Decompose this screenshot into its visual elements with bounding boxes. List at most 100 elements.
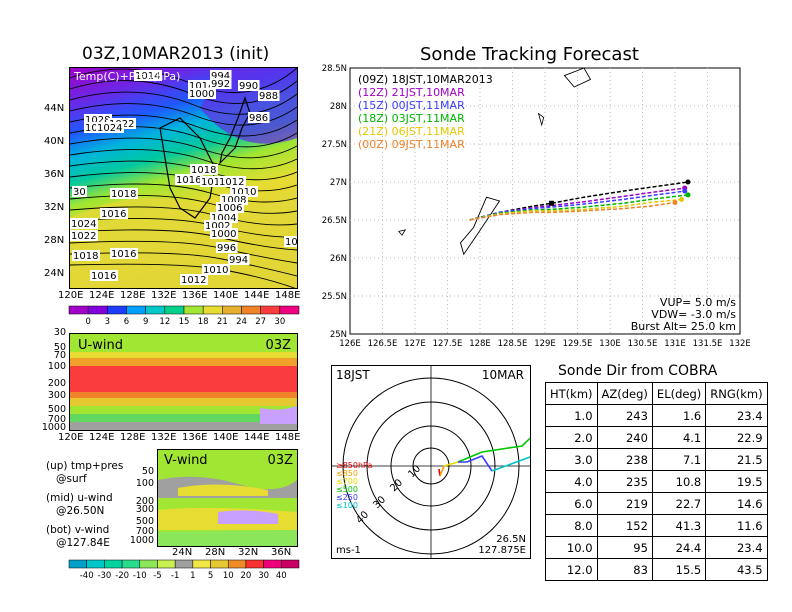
track-series-line — [469, 194, 689, 221]
table-cell: 152 — [596, 514, 653, 537]
table-cell: 3.0 — [545, 448, 598, 471]
radar-unit: ms-1 — [336, 545, 361, 556]
legend-text: 03JST,11MAR — [391, 112, 465, 125]
uwind-y-tick: 50 — [53, 342, 66, 353]
isobar-label: 986 — [249, 113, 268, 124]
table-row: 1.0 243 1.6 23.4 — [545, 404, 768, 427]
vwind-y-tick: 100 — [135, 478, 154, 489]
table-cell: 10.8 — [651, 470, 707, 493]
track-x-tick: 129E — [534, 339, 556, 349]
colorbar-tick: 30 — [258, 571, 269, 580]
small-island — [398, 229, 407, 236]
table-cell: 23.4 — [705, 536, 768, 559]
isobar-label: 996 — [217, 243, 236, 254]
colorbar-tick: 20 — [241, 571, 252, 580]
colorbar-tick: 6 — [124, 317, 129, 326]
track-params: VUP= 5.0 m/s VDW= -3.0 m/s Burst Alt= 25… — [631, 297, 736, 333]
launch-marker — [549, 200, 554, 206]
isobar-label: 1018 — [191, 165, 216, 176]
colorbar-tick: -1 — [171, 571, 179, 580]
isobar-label: 1004 — [211, 213, 236, 224]
table-cell: 23.4 — [705, 404, 768, 427]
track-y-tick: 27N — [330, 178, 347, 188]
table-cell: 2.0 — [545, 426, 598, 449]
uwind-y-tick: 700 — [47, 414, 66, 425]
table-header-row: HT(km) AZ(deg) EL(deg) RNG(km) — [545, 382, 768, 405]
surface-map-svg: 1014101410009949929909889861028102610221… — [70, 68, 297, 288]
map-x-tick: 120E — [58, 290, 84, 301]
track-legend-item: (09Z) 18JST,10MAR2013 — [358, 73, 493, 86]
isobar-label: 1014 — [189, 81, 214, 92]
track-y-tick: 28.5N — [322, 64, 347, 74]
track-y-tick: 26N — [330, 254, 347, 264]
vwind-panel: V-wind 03Z — [157, 449, 298, 547]
track-legend-item: (18Z) 03JST,11MAR — [358, 112, 493, 125]
legend-text: 18JST,10MAR2013 — [391, 73, 493, 86]
isobar-label: 994 — [229, 255, 248, 266]
colorbar-tick: 40 — [276, 571, 287, 580]
isobar-label: 1010 — [231, 187, 256, 198]
table-cell: 95 — [596, 536, 653, 559]
vwind-y-tick: 1000 — [129, 535, 154, 546]
isobar-label: 1006 — [217, 203, 242, 214]
legend-text: 21JST,10MAR — [391, 86, 465, 99]
isobar-label: 992 — [211, 79, 230, 90]
note-mid-a: (mid) u-wind — [46, 492, 113, 504]
legend-code: (21Z) — [358, 125, 392, 138]
legend-code: (09Z) — [358, 73, 392, 86]
hpa-legend-item: ≤700 — [336, 477, 358, 486]
legend-code: (12Z) — [358, 86, 392, 99]
colorbar-tick: 18 — [198, 317, 209, 326]
table-row: 12.0 83 15.5 43.5 — [545, 558, 768, 581]
colorbar-tick: -20 — [115, 571, 129, 580]
map-y-tick: 44N — [44, 103, 65, 114]
uwind-time: 03Z — [265, 338, 291, 353]
colorbar-tick: -30 — [97, 571, 111, 580]
uwind-y-tick: 70 — [53, 350, 66, 361]
map-y-tick: 36N — [44, 169, 65, 180]
colorbar-tick: 9 — [143, 317, 148, 326]
isobar-label: 1000 — [189, 89, 214, 100]
map-x-tick: 140E — [213, 290, 239, 301]
colorbar-tick: 27 — [255, 317, 266, 326]
legend-code: (15Z) — [358, 99, 392, 112]
uwind-x-tick: 144E — [244, 432, 270, 443]
track-end-point — [672, 200, 678, 206]
colorbar-tick: 3 — [105, 317, 110, 326]
radar-time: 18JST — [336, 368, 370, 382]
vwind-y-tick: 700 — [135, 526, 154, 537]
map-y-tick: 32N — [44, 202, 65, 213]
table-row: 4.0 235 10.8 19.5 — [545, 470, 768, 493]
table-cell: 15.5 — [651, 558, 707, 581]
vwind-svg — [158, 450, 297, 546]
uwind-x-tick: 124E — [89, 432, 115, 443]
table-cell: 22.7 — [651, 492, 707, 515]
radar-date: 10MAR — [481, 368, 524, 382]
track-x-tick: 131.5E — [693, 339, 723, 349]
isobar-label: 1010 — [203, 265, 228, 276]
colorbar-tick: 0 — [85, 317, 90, 326]
map-x-tick: 124E — [89, 290, 115, 301]
radar-location: 26.5N 127.875E — [478, 534, 526, 556]
track-x-tick: 130.5E — [628, 339, 658, 349]
table-cell: 219 — [596, 492, 653, 515]
sonde-direction-table: HT(km) AZ(deg) EL(deg) RNG(km) 1.0 243 1.6 23.… — [545, 382, 768, 581]
track-y-tick: 27.5N — [322, 140, 347, 150]
hodograph-segment — [491, 456, 530, 472]
vwind-x-tick: 36N — [271, 547, 292, 558]
vwind-y-tick: 500 — [135, 516, 154, 527]
isobar-label: 1008 — [221, 195, 246, 206]
chart-title: Sonde Tracking Forecast — [420, 44, 639, 65]
isobar-label: 1016 — [101, 209, 126, 220]
uwind-panel: U-wind 03Z — [69, 333, 298, 431]
uwind-x-tick: 140E — [213, 432, 239, 443]
uwind-x-tick: 132E — [151, 432, 177, 443]
track-end-point — [682, 188, 688, 194]
legend-text: 00JST,11MAR — [391, 99, 465, 112]
uwind-y-tick: 300 — [47, 390, 66, 401]
track-y-tick: 25N — [330, 330, 347, 340]
uwind-y-tick: 1000 — [41, 422, 66, 433]
uwind-y-tick: 30 — [53, 327, 66, 338]
param-burst: Burst Alt= 25.0 km — [630, 320, 736, 333]
